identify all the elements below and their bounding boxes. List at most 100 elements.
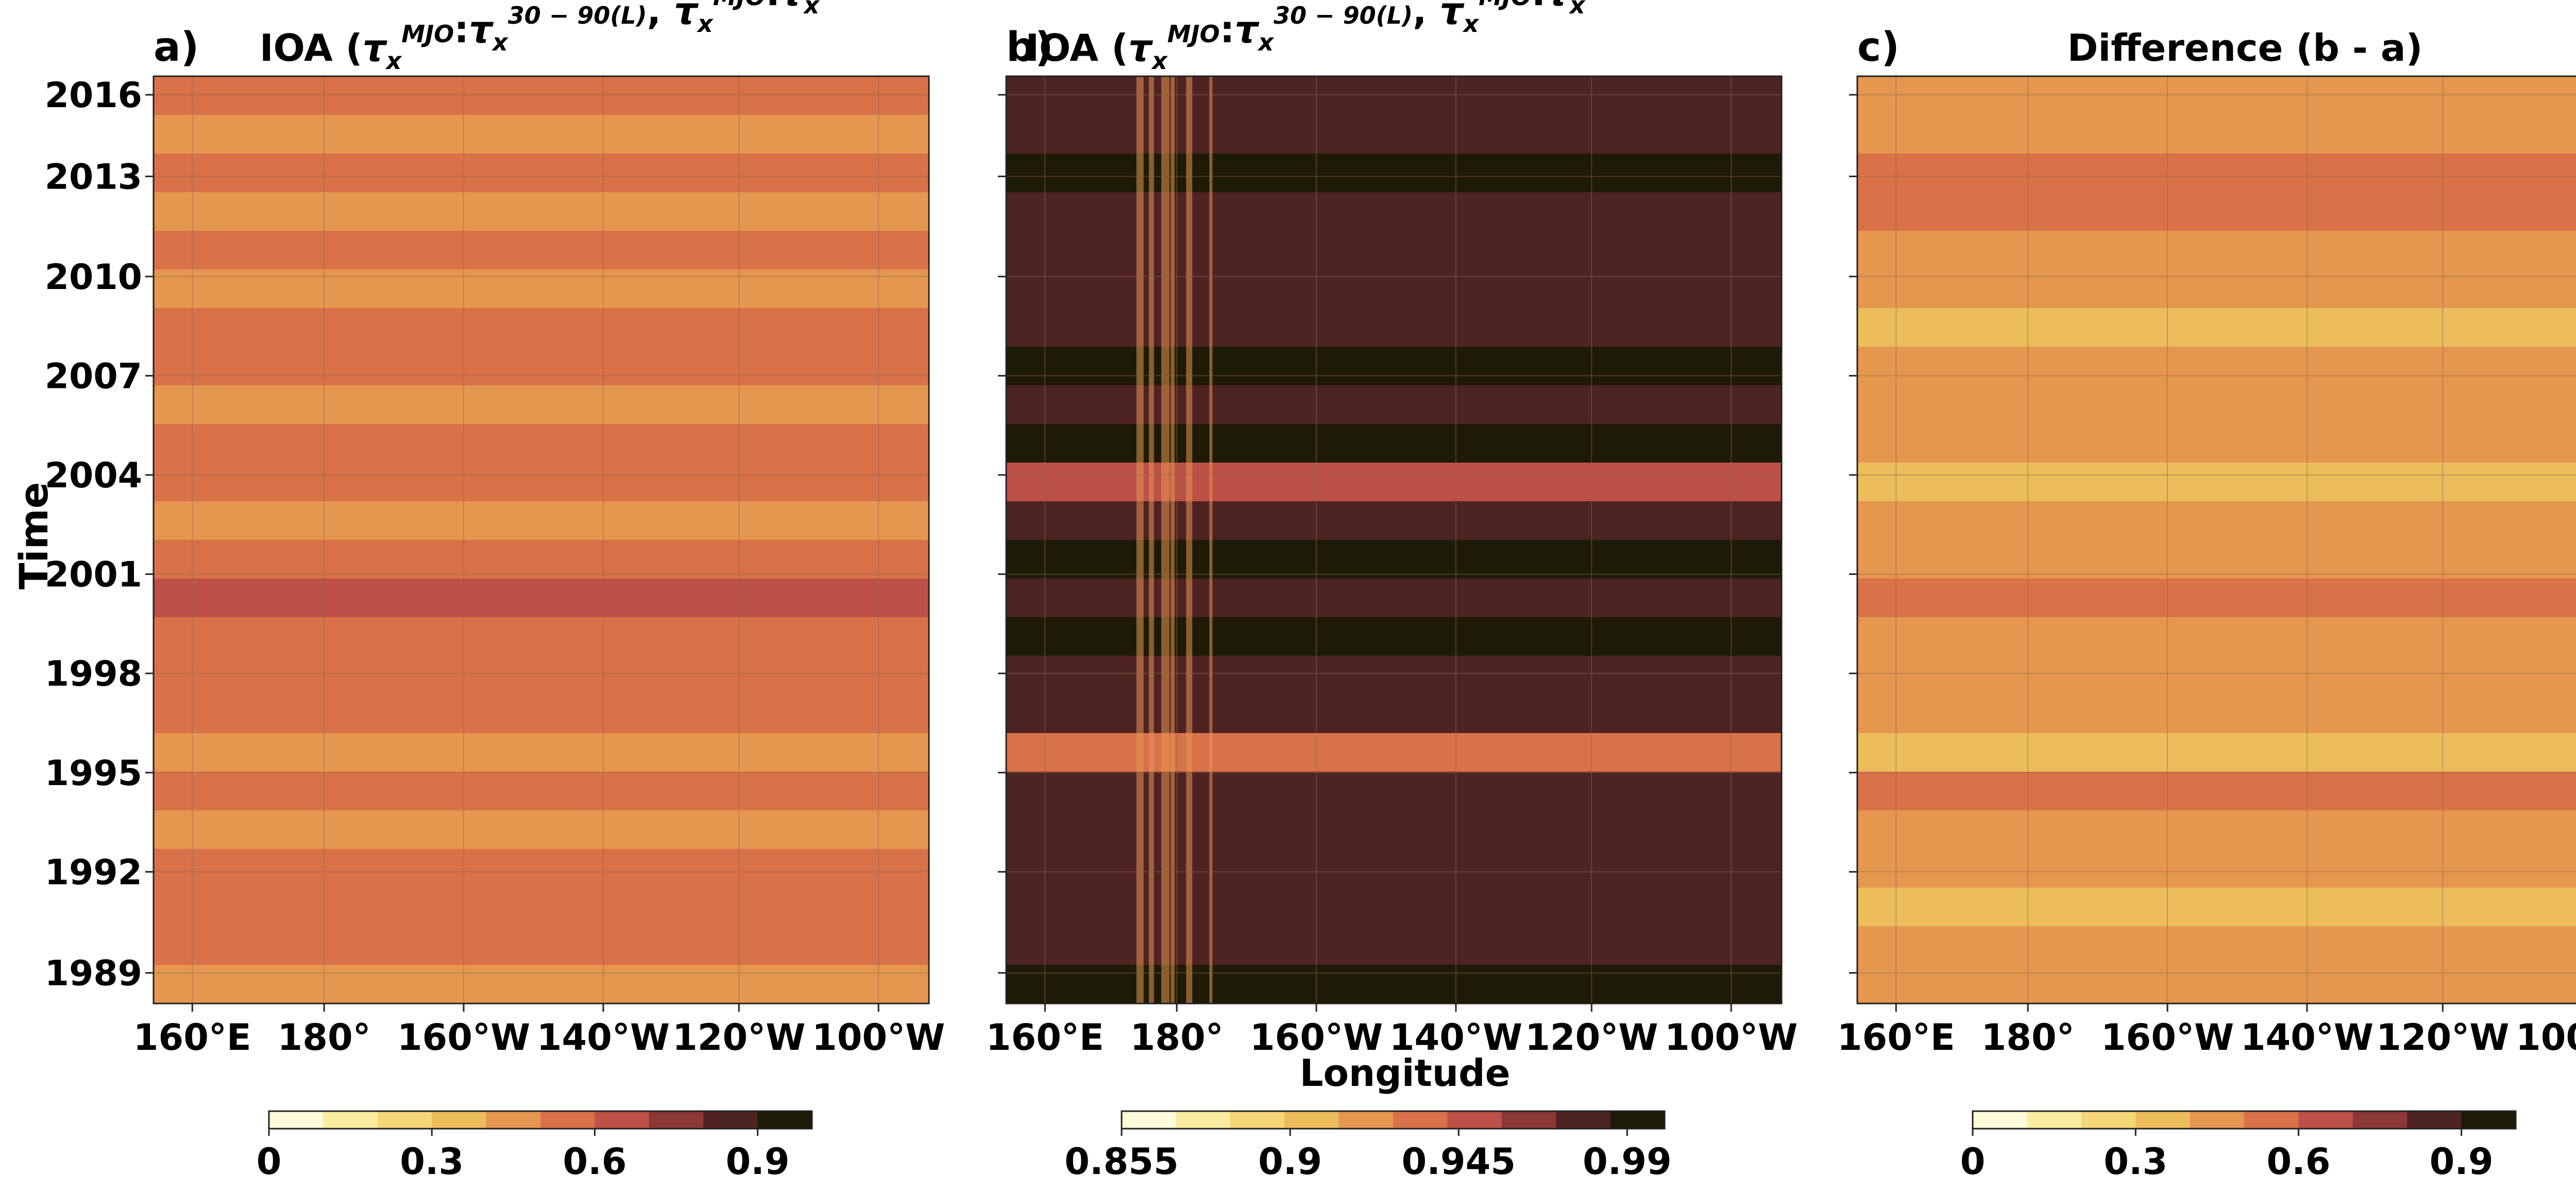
colorbar-frame [1972,1110,2517,1130]
colorbar-swatch [649,1111,704,1129]
colorbar-b: 0.855 0.9 0.945 0.99 [1064,1110,1672,1183]
colorbar-swatch [2027,1111,2082,1129]
heatmap-band [1857,308,2576,347]
heatmap-streak [1186,76,1193,1003]
x-tick-label: 120°W [2376,1016,2509,1059]
plot-frame [1856,75,2576,1005]
colorbar-swatch [2190,1111,2245,1129]
heatmap-band [154,269,929,309]
heatmap-band [154,579,929,618]
colorbar-swatch [2298,1111,2353,1129]
heatmap-band [1857,617,2576,656]
heatmap-band [1006,810,1782,849]
colorbar-swatch [1122,1111,1176,1129]
y-tick-label: 2004 [45,455,142,496]
colorbar-tick-label: 0.9 [1258,1141,1322,1183]
colorbar-swatch [1447,1111,1502,1129]
heatmap-band [1006,617,1782,656]
panel-letter: c) [1857,24,1900,71]
heatmap-band [1857,733,2576,772]
colorbar-swatch [1610,1111,1665,1129]
colorbar-a: 0 0.3 0.6 0.9 [257,1110,813,1183]
x-tick-label: 140°W [1389,1016,1522,1059]
heatmap-band [154,347,929,386]
colorbar-swatch [377,1111,432,1129]
x-tick-label: 160°W [1250,1016,1383,1059]
x-tick-label: 180° [1130,1016,1224,1059]
colorbar-swatch [2461,1111,2516,1129]
heatmap-band [1857,424,2576,463]
heatmap-streak [1171,76,1175,1003]
x-tick-label: 160°E [133,1016,251,1059]
heatmap-band [1857,76,2576,115]
x-tick-label: 120°W [1525,1016,1658,1059]
heatmap-band [1006,694,1782,734]
colorbar-swatch [1501,1111,1556,1129]
heatmap-streak [1148,76,1154,1003]
heatmap-band [154,385,929,424]
heatmap-band [154,501,929,540]
heatmap-band [154,192,929,231]
colorbar-swatch [1284,1111,1340,1129]
colorbar-tick-label: 0.945 [1401,1141,1515,1183]
x-tick-label: 100°W [2516,1016,2576,1059]
panel-title: Difference (b - a) [2067,26,2423,70]
heatmap-band [1857,772,2576,811]
x-tick-label: 180° [278,1016,371,1059]
colorbar-swatch [2081,1111,2136,1129]
heatmap-streak [1161,76,1170,1003]
plot-frame [1005,75,1783,1005]
heatmap-band [1006,154,1782,193]
heatmap-band [1857,192,2576,231]
heatmap-band [154,154,929,193]
x-tick-label: 160°W [2101,1016,2234,1059]
heatmap-band [1857,540,2576,579]
heatmap-band [1006,192,1782,231]
y-tick-label: 2010 [45,257,142,298]
colorbar-swatch [2407,1111,2462,1129]
colorbar-tick-label: 0.6 [563,1141,626,1183]
heatmap-band [1857,231,2576,270]
heatmap-band [1006,231,1782,270]
colorbar-tick-label: 0.3 [400,1141,464,1183]
y-tick-label: 1992 [45,852,142,893]
heatmap-band [1857,269,2576,309]
x-tick-label: 140°W [537,1016,670,1059]
panel-title: IOA (τxMJO:τx30 − 90(L), τxMJO:τx') [260,0,843,75]
heatmap-band [154,463,929,502]
heatmap-band [1006,888,1782,927]
heatmap-band [1006,347,1782,386]
colorbar-swatch [1338,1111,1394,1129]
x-tick-label: 140°W [2241,1016,2374,1059]
colorbar-tick-label: 0 [257,1141,282,1183]
heatmap-band [1006,501,1782,540]
colorbar-swatch [1973,1111,2027,1129]
colorbar-swatch [2352,1111,2408,1129]
colorbar-swatch [486,1111,541,1129]
heatmap-band [1857,656,2576,695]
colorbar-swatch [540,1111,595,1129]
x-tick-label: 180° [1981,1016,2075,1059]
panel-a: 160°E 180° 160°W 140°W 120°W 100°W 2016 2013 201… [45,0,945,1059]
heatmap-band [1006,656,1782,695]
colorbar-swatch [323,1111,378,1129]
heatmap-band [1006,733,1782,772]
colorbar-swatch [703,1111,758,1129]
heatmap-band [154,424,929,463]
heatmap-band [1006,965,1782,1004]
heatmap-band [1006,424,1782,463]
colorbar-swatch [2244,1111,2299,1129]
heatmap-band [154,115,929,154]
heatmap-streak [1209,76,1213,1003]
colorbar-swatch [1230,1111,1285,1129]
x-tick-label: 160°E [986,1016,1104,1059]
heatmap-band [1006,269,1782,309]
plot-frame [152,75,930,1005]
colorbar-frame [1121,1110,1666,1130]
heatmap-band [154,656,929,695]
colorbar-tick-label: 0 [1960,1141,1986,1183]
colorbar-swatch [757,1111,812,1129]
colorbar-swatch [2136,1111,2191,1129]
